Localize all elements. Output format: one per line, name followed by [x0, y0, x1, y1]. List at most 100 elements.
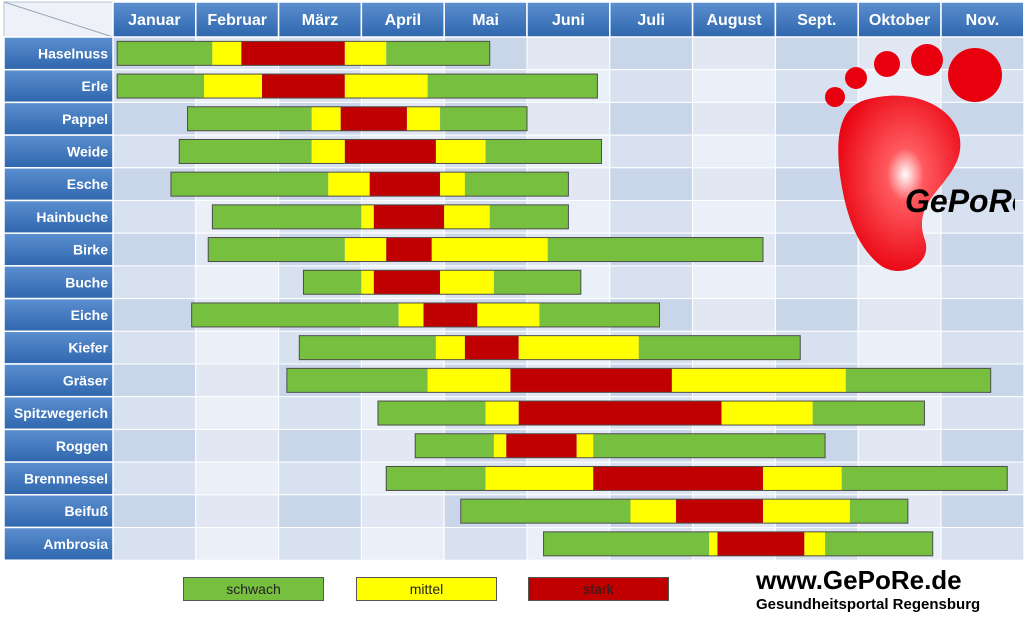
plant-label: Pappel — [62, 111, 108, 127]
grid-cell — [774, 200, 859, 234]
grid-cell — [195, 396, 280, 430]
pollen-segment-stark — [373, 270, 441, 295]
plant-label: Gräser — [63, 372, 109, 388]
pollen-segment-schwach — [485, 139, 602, 164]
pollen-segment-mittel — [311, 139, 345, 164]
grid-cell — [774, 232, 859, 267]
month-label: Nov. — [966, 12, 999, 29]
pollen-segment-schwach — [187, 106, 312, 131]
plant-label: Haselnuss — [38, 45, 108, 61]
pollen-segment-mittel — [344, 237, 387, 262]
month-label: Februar — [207, 12, 267, 29]
pollen-segment-mittel — [709, 531, 718, 556]
pollen-segment-schwach — [117, 74, 205, 99]
pollen-segment-schwach — [849, 499, 908, 524]
grid-cell — [940, 298, 1024, 332]
pollen-bar-outline — [211, 204, 569, 230]
grid-cell — [112, 363, 197, 398]
plant-label: Esche — [67, 176, 108, 192]
grid-cell — [692, 101, 776, 136]
pollen-bar-outline — [377, 400, 925, 426]
month-header — [857, 1, 942, 38]
footer-url: www.GePoRe.de — [756, 565, 962, 595]
pollen-segment-schwach — [170, 172, 329, 197]
plant-label: Buche — [65, 274, 108, 290]
pollen-segment-schwach — [543, 531, 710, 556]
grid-cell — [360, 494, 445, 528]
gepore-foot-logo: GePoRe — [815, 40, 1024, 290]
legend-stark: stark — [528, 577, 669, 601]
grid-cell — [112, 330, 197, 365]
grid-cell — [112, 101, 197, 136]
pollen-segment-stark — [369, 172, 441, 197]
row-header — [3, 265, 114, 300]
grid-cell — [195, 330, 280, 365]
grid-cell — [112, 527, 197, 561]
grid-cell — [112, 494, 197, 528]
row-header — [3, 36, 114, 71]
pollen-segment-mittel — [435, 335, 465, 360]
pollen-segment-mittel — [518, 335, 639, 360]
plant-label: Weide — [67, 143, 108, 159]
grid-cell — [195, 461, 280, 496]
grid-cell — [195, 363, 280, 398]
grid-cell — [692, 200, 776, 234]
grid-cell — [857, 428, 942, 463]
grid-cell — [609, 36, 694, 71]
month-label: Sept. — [797, 12, 836, 29]
pollen-segment-schwach — [539, 302, 660, 327]
pollen-bar-outline — [543, 531, 934, 557]
row-header — [3, 134, 114, 169]
grid-cell — [195, 428, 280, 463]
pollen-segment-mittel — [762, 499, 850, 524]
pollen-segment-schwach — [179, 139, 312, 164]
pollen-bar-outline — [460, 498, 909, 524]
grid-cell — [112, 265, 197, 300]
pollen-segment-stark — [510, 368, 672, 393]
pollen-bar-outline — [207, 237, 764, 263]
pollen-segment-schwach — [489, 204, 569, 229]
plant-label: Kiefer — [68, 340, 108, 356]
grid-cell — [940, 232, 1024, 267]
pollen-segment-schwach — [212, 204, 362, 229]
pollen-segment-schwach — [286, 368, 428, 393]
pollen-segment-mittel — [485, 401, 519, 426]
pollen-bar-outline — [286, 367, 992, 393]
month-label: Mai — [472, 12, 499, 29]
grid-cell — [940, 428, 1024, 463]
pollen-segment-mittel — [435, 139, 486, 164]
pollen-bar-outline — [187, 106, 528, 132]
grid-cell — [278, 396, 362, 430]
grid-cell — [940, 265, 1024, 300]
month-label: März — [302, 12, 338, 29]
plant-label: Erle — [82, 78, 109, 94]
grid-cell — [692, 134, 776, 169]
pollen-segment-stark — [518, 401, 722, 426]
grid-cell — [940, 167, 1024, 202]
row-header — [3, 526, 114, 561]
grid-cell — [609, 200, 694, 234]
row-header — [3, 363, 114, 398]
row-header — [3, 428, 114, 463]
grid-cell — [692, 265, 776, 300]
row-header — [3, 68, 114, 104]
pollen-segment-schwach — [460, 499, 631, 524]
pollen-segment-schwach — [812, 401, 925, 426]
pollen-bar-outline — [191, 302, 660, 328]
grid-cell — [112, 396, 197, 430]
grid-cell — [195, 265, 280, 300]
month-label: Januar — [128, 12, 180, 29]
pollen-segment-mittel — [721, 401, 813, 426]
pollen-segment-mittel — [311, 106, 341, 131]
pollen-segment-stark — [386, 237, 432, 262]
row-header — [3, 330, 114, 365]
grid-cell — [692, 69, 776, 103]
grid-cell — [278, 461, 362, 496]
header-corner-diagonal — [3, 1, 114, 38]
pollen-segment-mittel — [440, 270, 494, 295]
pollen-segment-mittel — [762, 466, 842, 491]
pollen-segment-mittel — [406, 106, 441, 131]
grid-cell — [526, 36, 611, 71]
grid-cell — [692, 298, 776, 332]
pollen-segment-stark — [506, 433, 577, 458]
